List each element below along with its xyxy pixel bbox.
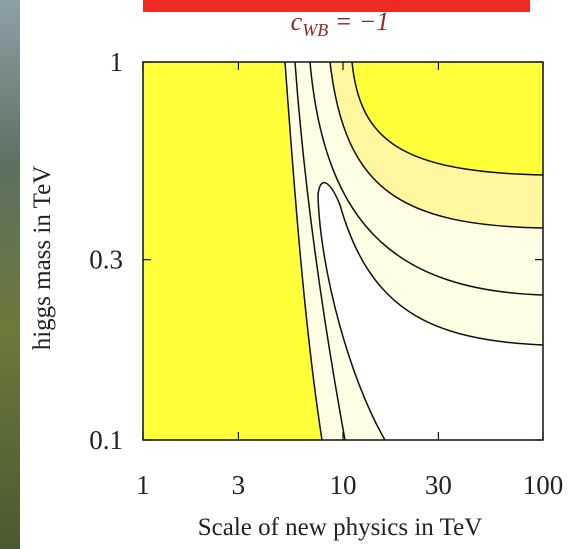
x-tick-label: 30 xyxy=(425,470,452,500)
title-subscript: WB xyxy=(302,20,328,40)
y-tick-label: 0.3 xyxy=(89,245,123,275)
contour-line xyxy=(351,62,543,176)
contour-plot xyxy=(143,62,543,440)
region-yellow xyxy=(143,62,322,440)
y-tick-label: 0.1 xyxy=(89,425,123,455)
red-bar xyxy=(143,0,530,12)
region-medium xyxy=(330,62,543,228)
contour-line xyxy=(284,62,323,440)
x-tick-label: 10 xyxy=(330,470,357,500)
x-axis-label: Scale of new physics in TeV xyxy=(198,514,483,541)
y-tick-label: 1 xyxy=(110,47,124,77)
contour-line xyxy=(329,62,543,229)
y-axis-label: higgs mass in TeV xyxy=(29,166,56,351)
contour-line xyxy=(309,62,543,296)
region-white xyxy=(318,182,543,440)
contour-line xyxy=(317,182,543,440)
background-photo xyxy=(0,0,20,549)
contour-line xyxy=(294,62,346,440)
x-tick-label: 1 xyxy=(136,470,150,500)
title-part: = −1 xyxy=(328,7,389,36)
region-yellow xyxy=(352,62,543,175)
chart-title: cWB = −1 xyxy=(291,7,390,40)
title-part: c xyxy=(291,7,303,36)
x-tick-label: 100 xyxy=(523,470,564,500)
x-tick-label: 3 xyxy=(232,470,246,500)
